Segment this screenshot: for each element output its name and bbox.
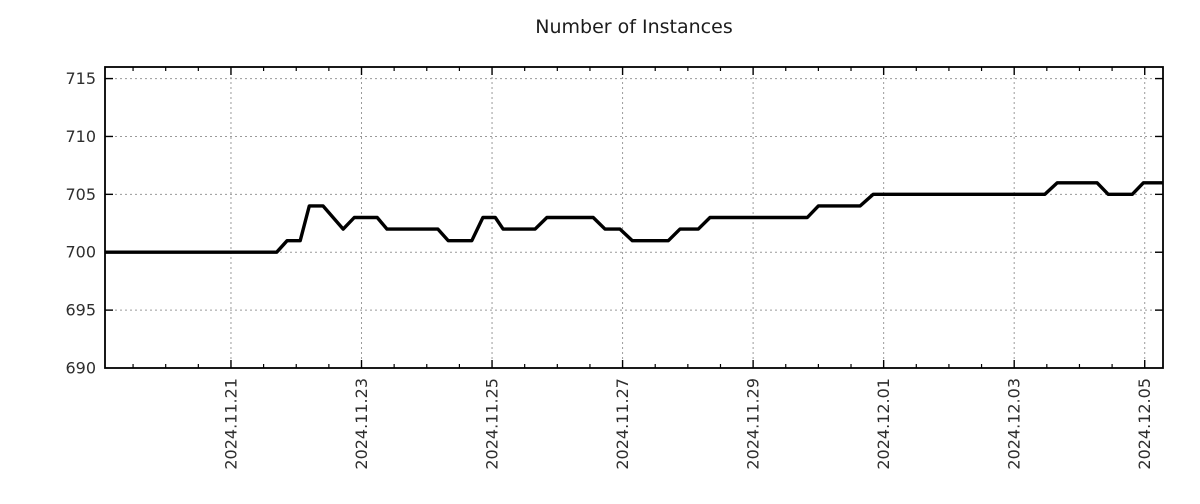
x-tick-label: 2024.12.05 — [1135, 378, 1154, 470]
x-tick-label: 2024.11.23 — [352, 378, 371, 470]
x-tick-label: 2024.12.03 — [1005, 378, 1024, 470]
data-series — [105, 181, 1163, 254]
y-tick-label: 700 — [65, 243, 96, 262]
chart-title: Number of Instances — [535, 16, 732, 38]
y-tick-label: 715 — [65, 69, 96, 88]
axis-ticks — [105, 67, 1163, 368]
x-tick-label: 2024.11.27 — [613, 378, 632, 470]
data-line — [105, 181, 1163, 254]
gridlines — [105, 67, 1163, 368]
x-tick-label: 2024.11.29 — [744, 378, 763, 470]
x-tick-label: 2024.12.01 — [874, 378, 893, 470]
plot-border — [104, 66, 1164, 369]
x-tick-label: 2024.11.21 — [221, 378, 240, 470]
y-tick-label: 710 — [65, 127, 96, 146]
y-tick-label: 690 — [65, 359, 96, 378]
y-tick-label: 695 — [65, 301, 96, 320]
y-tick-label: 705 — [65, 185, 96, 204]
x-tick-label: 2024.11.25 — [483, 378, 502, 470]
axis-tick-labels: 690 695 700 705 710 715 2024.11.21 2024.11.23 20… — [65, 69, 1154, 470]
